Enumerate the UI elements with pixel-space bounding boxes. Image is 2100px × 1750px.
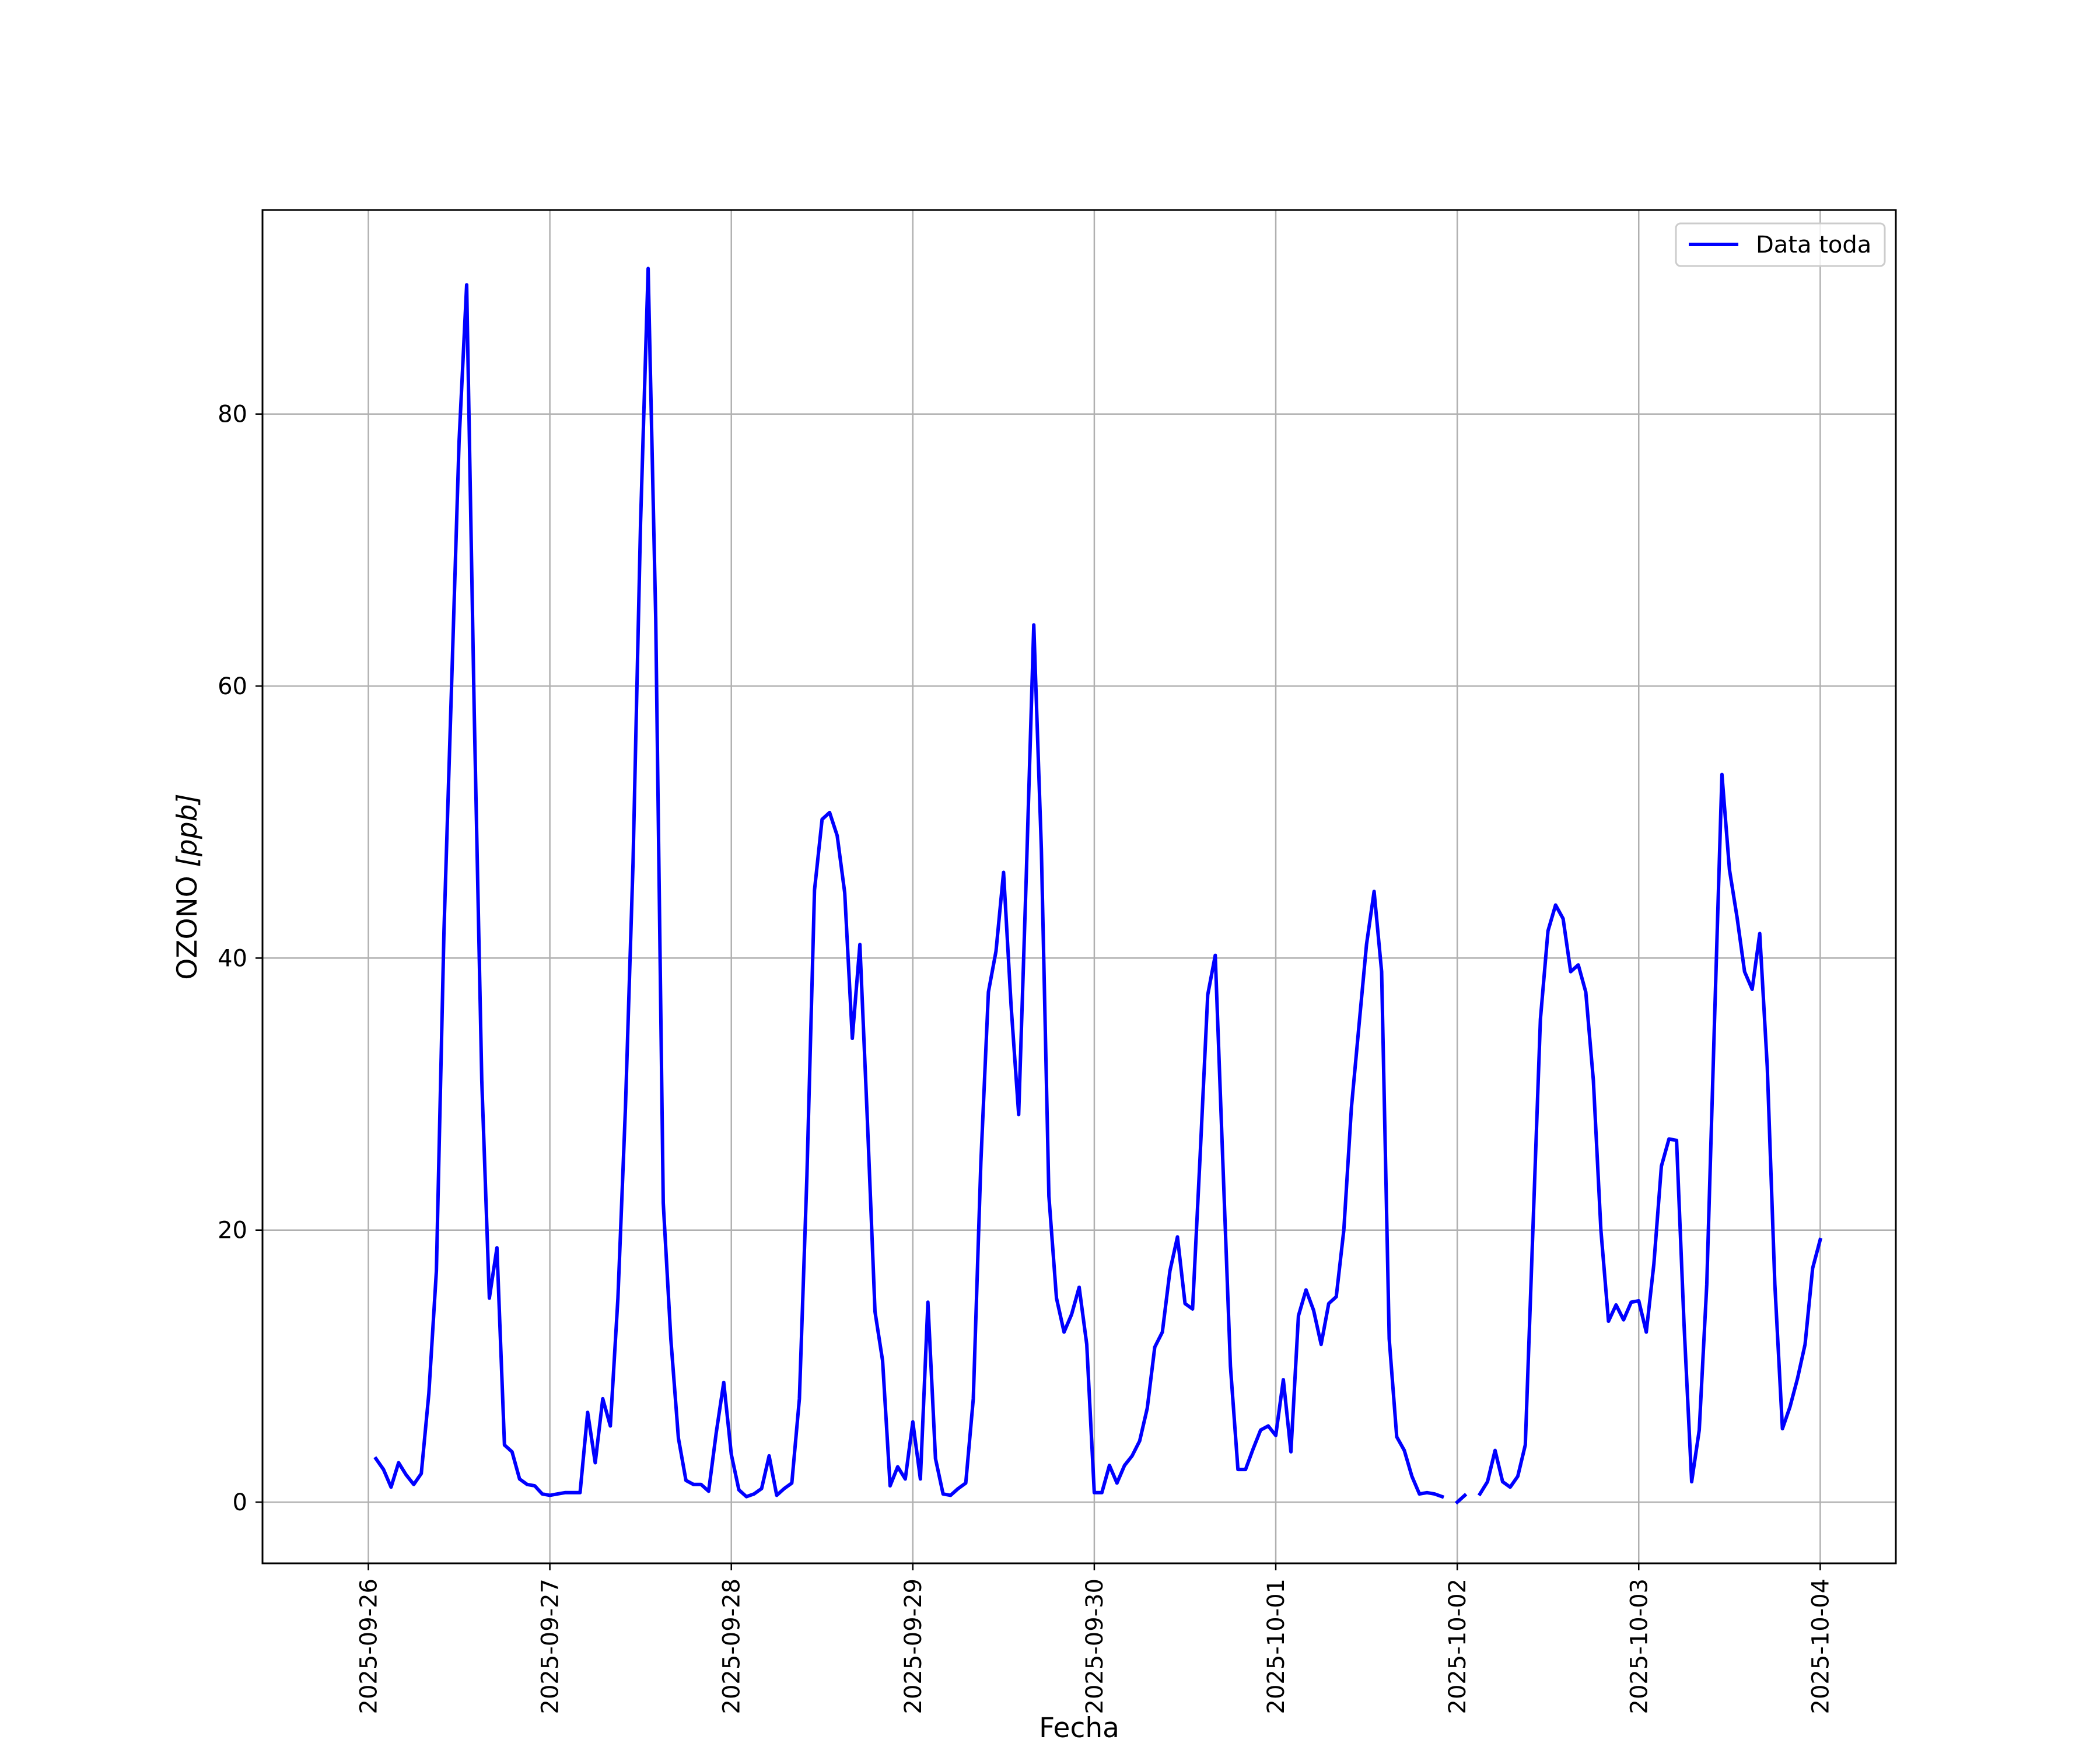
grid: [262, 210, 1896, 1563]
y-tick-label: 40: [218, 945, 247, 972]
series-line-segment: [373, 267, 1445, 1499]
x-tick-label: 2025-10-02: [1444, 1578, 1471, 1714]
plot-frame: [261, 209, 1897, 1564]
axis-ticks: 2025-09-26 2025-09-27 2025-09-28 2025-09-29…: [218, 401, 1834, 1714]
legend: Data toda: [1675, 222, 1886, 267]
y-tick-label: 60: [218, 673, 247, 700]
y-axis-label-text: OZONO: [172, 867, 204, 979]
x-tick-label: 2025-09-26: [355, 1578, 382, 1714]
x-tick-label: 2025-10-03: [1626, 1578, 1653, 1714]
x-tick-label: 2025-09-28: [719, 1578, 746, 1714]
y-tick-label: 20: [218, 1217, 247, 1244]
x-tick-label: 2025-09-27: [537, 1578, 564, 1714]
x-tick-label: 2025-10-01: [1263, 1578, 1290, 1714]
legend-box: [1675, 222, 1886, 267]
x-tick-label: 2025-10-04: [1807, 1578, 1834, 1714]
series-line-segment: [1454, 1493, 1468, 1505]
x-axis-label: Fecha: [1039, 1712, 1119, 1744]
y-axis-label-unit: [ppb]: [172, 793, 204, 867]
x-tick-label: 2025-09-29: [900, 1578, 927, 1714]
y-tick-label: 80: [218, 401, 247, 428]
legend-label: Data toda: [1756, 232, 1871, 258]
y-tick-label: 0: [233, 1489, 247, 1516]
y-axis-label: OZONO [ppb]: [172, 793, 204, 979]
x-tick-label: 2025-09-30: [1082, 1578, 1108, 1714]
series-layer: [373, 267, 1823, 1505]
series-line-segment: [1477, 772, 1823, 1497]
